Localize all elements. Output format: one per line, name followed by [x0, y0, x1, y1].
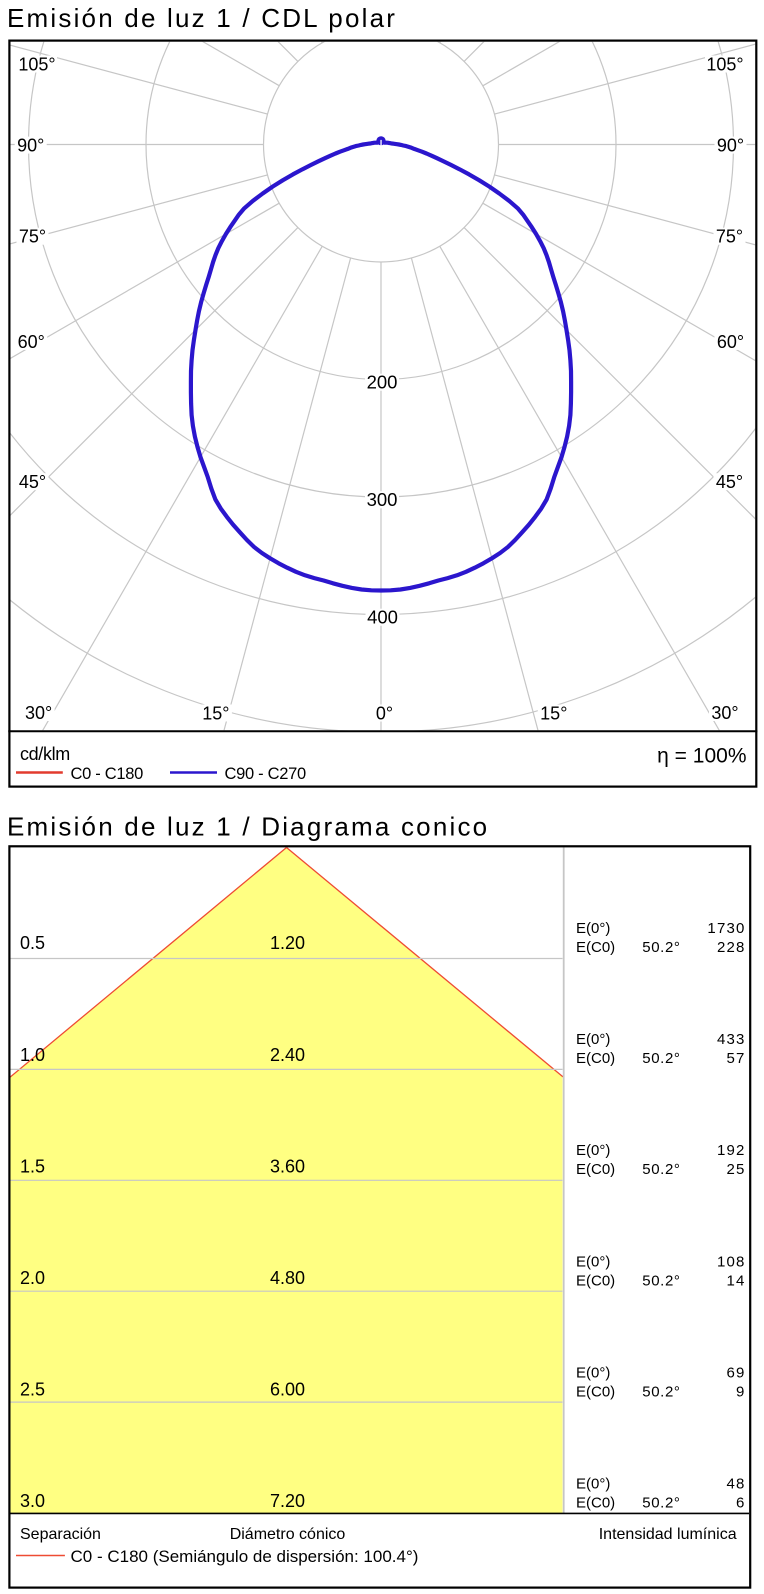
svg-text:45°: 45° — [716, 472, 743, 492]
svg-text:50.2°: 50.2° — [642, 1050, 680, 1067]
svg-text:69: 69 — [727, 1365, 746, 1382]
svg-text:E(0°): E(0°) — [576, 1253, 610, 1270]
svg-text:Intensidad lumínica: Intensidad lumínica — [599, 1526, 737, 1543]
svg-text:Emisión de luz 1 / CDL polar: Emisión de luz 1 / CDL polar — [7, 3, 397, 33]
svg-text:E(C0): E(C0) — [576, 939, 615, 956]
svg-text:Emisión de luz 1 / Diagrama co: Emisión de luz 1 / Diagrama conico — [7, 812, 489, 842]
svg-text:15°: 15° — [202, 703, 229, 723]
svg-text:30°: 30° — [711, 703, 738, 723]
svg-text:25: 25 — [727, 1161, 746, 1178]
svg-text:1.5: 1.5 — [20, 1156, 45, 1176]
svg-text:Diámetro cónico: Diámetro cónico — [230, 1526, 346, 1543]
svg-text:60°: 60° — [717, 332, 744, 352]
svg-text:90°: 90° — [17, 136, 44, 156]
svg-text:E(0°): E(0°) — [576, 920, 610, 937]
svg-text:2.5: 2.5 — [20, 1380, 45, 1400]
svg-text:1730: 1730 — [707, 920, 745, 937]
svg-text:57: 57 — [727, 1050, 746, 1067]
svg-text:48: 48 — [727, 1476, 746, 1493]
svg-text:3.60: 3.60 — [270, 1156, 305, 1176]
svg-text:3.0: 3.0 — [20, 1491, 45, 1511]
svg-text:200: 200 — [367, 372, 398, 393]
svg-text:E(0°): E(0°) — [576, 1142, 610, 1159]
svg-text:0°: 0° — [376, 703, 393, 723]
svg-text:105°: 105° — [706, 54, 743, 74]
svg-text:7.20: 7.20 — [270, 1491, 305, 1511]
svg-text:228: 228 — [717, 939, 746, 956]
svg-text:E(0°): E(0°) — [576, 1031, 610, 1048]
svg-text:C0 - C180 (Semiángulo de dispe: C0 - C180 (Semiángulo de dispersión: 100… — [71, 1547, 419, 1566]
svg-text:50.2°: 50.2° — [642, 939, 680, 956]
svg-text:1.20: 1.20 — [270, 933, 305, 953]
svg-text:105°: 105° — [18, 54, 55, 74]
svg-text:50.2°: 50.2° — [642, 1272, 680, 1289]
svg-text:45°: 45° — [19, 472, 46, 492]
svg-text:cd/klm: cd/klm — [20, 744, 70, 764]
svg-text:30°: 30° — [25, 703, 52, 723]
svg-text:15°: 15° — [540, 703, 567, 723]
svg-text:6.00: 6.00 — [270, 1380, 305, 1400]
svg-text:300: 300 — [367, 489, 398, 510]
svg-text:4.80: 4.80 — [270, 1268, 305, 1288]
svg-text:E(C0): E(C0) — [576, 1161, 615, 1178]
svg-text:75°: 75° — [716, 227, 743, 247]
svg-text:0.5: 0.5 — [20, 933, 45, 953]
svg-text:C0 - C180: C0 - C180 — [71, 765, 144, 783]
svg-text:C90 - C270: C90 - C270 — [225, 765, 307, 783]
svg-text:η = 100%: η = 100% — [657, 745, 746, 768]
svg-text:108: 108 — [717, 1253, 746, 1270]
svg-text:E(C0): E(C0) — [576, 1495, 615, 1512]
svg-text:50.2°: 50.2° — [642, 1384, 680, 1401]
svg-text:90°: 90° — [717, 136, 744, 156]
svg-text:9: 9 — [736, 1384, 746, 1401]
svg-text:Separación: Separación — [20, 1526, 101, 1543]
svg-text:50.2°: 50.2° — [642, 1161, 680, 1178]
svg-text:75°: 75° — [19, 227, 46, 247]
svg-text:400: 400 — [367, 607, 398, 628]
svg-text:E(C0): E(C0) — [576, 1272, 615, 1289]
svg-text:1.0: 1.0 — [20, 1045, 45, 1065]
svg-text:433: 433 — [717, 1031, 746, 1048]
svg-text:60°: 60° — [18, 332, 45, 352]
svg-text:2.0: 2.0 — [20, 1268, 45, 1288]
svg-text:192: 192 — [717, 1142, 746, 1159]
svg-text:50.2°: 50.2° — [642, 1495, 680, 1512]
svg-text:E(0°): E(0°) — [576, 1476, 610, 1493]
svg-text:2.40: 2.40 — [270, 1045, 305, 1065]
svg-text:6: 6 — [736, 1495, 746, 1512]
svg-text:E(C0): E(C0) — [576, 1050, 615, 1067]
svg-text:E(C0): E(C0) — [576, 1384, 615, 1401]
svg-text:E(0°): E(0°) — [576, 1365, 610, 1382]
svg-text:14: 14 — [727, 1272, 746, 1289]
